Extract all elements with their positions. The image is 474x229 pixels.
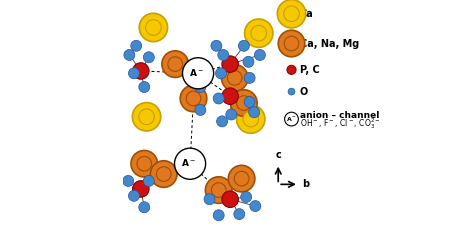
- Circle shape: [186, 91, 201, 106]
- Text: Ca: Ca: [300, 9, 314, 19]
- Circle shape: [221, 65, 248, 91]
- Circle shape: [211, 183, 226, 197]
- Circle shape: [124, 49, 135, 60]
- Text: b: b: [302, 179, 310, 189]
- Circle shape: [139, 82, 150, 93]
- Circle shape: [146, 20, 161, 35]
- Circle shape: [226, 109, 237, 120]
- Circle shape: [241, 191, 252, 202]
- Circle shape: [132, 103, 161, 131]
- Circle shape: [180, 85, 207, 112]
- Circle shape: [244, 96, 255, 107]
- Circle shape: [228, 165, 255, 192]
- Circle shape: [204, 194, 215, 205]
- Circle shape: [195, 104, 206, 115]
- Circle shape: [284, 6, 299, 22]
- Circle shape: [251, 25, 266, 41]
- Circle shape: [133, 181, 149, 197]
- Circle shape: [255, 49, 265, 60]
- Circle shape: [131, 150, 157, 177]
- Circle shape: [243, 111, 258, 127]
- Circle shape: [284, 112, 298, 126]
- Circle shape: [143, 175, 155, 186]
- Circle shape: [213, 210, 224, 221]
- Circle shape: [228, 71, 242, 85]
- Circle shape: [156, 167, 171, 181]
- Circle shape: [222, 191, 238, 207]
- Circle shape: [211, 40, 222, 51]
- Circle shape: [162, 51, 189, 77]
- Circle shape: [195, 82, 206, 93]
- Circle shape: [237, 96, 251, 110]
- Circle shape: [131, 40, 142, 51]
- Circle shape: [284, 36, 299, 51]
- Text: P, C: P, C: [300, 65, 320, 75]
- Text: $\mathbf{A}^-$: $\mathbf{A}^-$: [190, 67, 204, 78]
- Circle shape: [123, 175, 134, 186]
- Circle shape: [222, 56, 238, 72]
- Circle shape: [250, 201, 261, 212]
- Circle shape: [218, 49, 229, 60]
- Circle shape: [139, 109, 155, 125]
- Circle shape: [238, 40, 249, 51]
- Circle shape: [168, 57, 182, 71]
- Text: anion – channel: anion – channel: [300, 111, 379, 120]
- Circle shape: [230, 90, 257, 116]
- Circle shape: [216, 68, 227, 79]
- Text: OH$^-$, F$^-$, Cl$^-$, CO$_3^{2-}$: OH$^-$, F$^-$, Cl$^-$, CO$_3^{2-}$: [300, 116, 381, 131]
- Circle shape: [287, 65, 296, 74]
- Circle shape: [128, 68, 139, 79]
- Circle shape: [205, 177, 232, 203]
- Text: $\mathbf{A}^-$: $\mathbf{A}^-$: [285, 115, 297, 123]
- Circle shape: [288, 88, 295, 95]
- Circle shape: [137, 156, 152, 171]
- Circle shape: [133, 63, 149, 79]
- Circle shape: [277, 0, 306, 28]
- Circle shape: [182, 58, 214, 89]
- Circle shape: [150, 161, 177, 187]
- Circle shape: [139, 13, 168, 42]
- Circle shape: [243, 56, 254, 67]
- Circle shape: [278, 30, 305, 57]
- Circle shape: [222, 88, 238, 104]
- Text: Ca, Na, Mg: Ca, Na, Mg: [300, 38, 359, 49]
- Circle shape: [234, 209, 245, 220]
- Text: $\mathbf{A}^-$: $\mathbf{A}^-$: [182, 157, 196, 168]
- Circle shape: [245, 19, 273, 47]
- Circle shape: [244, 72, 255, 83]
- Circle shape: [139, 202, 150, 213]
- Circle shape: [143, 52, 155, 63]
- Text: O: O: [300, 87, 308, 97]
- Text: c: c: [275, 150, 281, 160]
- Circle shape: [213, 93, 224, 104]
- Circle shape: [237, 105, 265, 133]
- Circle shape: [234, 171, 249, 186]
- Circle shape: [249, 107, 260, 118]
- Circle shape: [217, 116, 228, 127]
- Circle shape: [128, 190, 139, 201]
- Circle shape: [174, 148, 206, 179]
